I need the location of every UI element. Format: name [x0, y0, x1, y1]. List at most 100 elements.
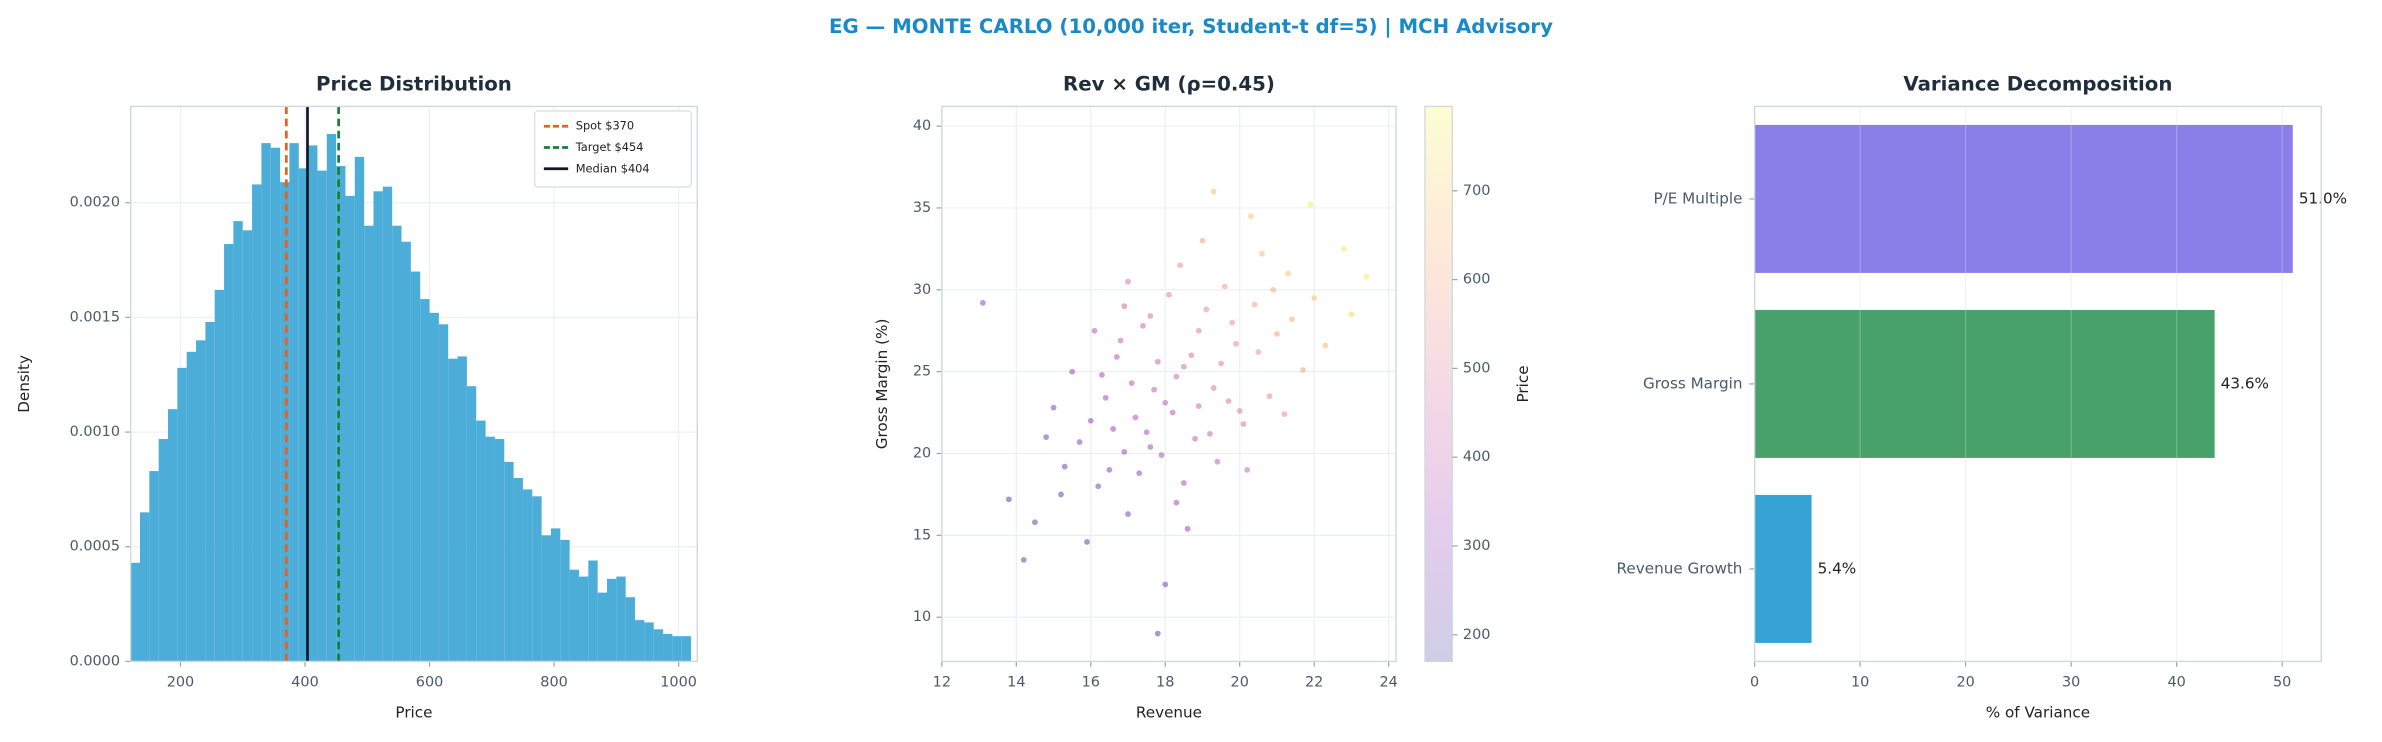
scatter-point — [1229, 319, 1236, 326]
legend-label: Median $404 — [576, 161, 650, 175]
scatter-point — [1199, 237, 1206, 244]
scatter-point — [1177, 262, 1184, 269]
scatter-point — [1195, 403, 1202, 409]
scatter-point — [1140, 322, 1146, 329]
x-tick-label: 20 — [1956, 675, 1974, 691]
colorbar-tick-label: 600 — [1463, 272, 1491, 288]
legend-label: Spot $370 — [576, 119, 634, 133]
histogram-bar — [532, 496, 542, 662]
histogram-bar — [663, 633, 673, 662]
colorbar-frame — [1424, 105, 1453, 663]
y-tick-label: 20 — [913, 445, 931, 461]
x-tick-label: 10 — [1851, 675, 1869, 691]
bar — [1754, 494, 1812, 643]
scatter-point — [1069, 368, 1076, 375]
scatter-point — [1251, 301, 1258, 308]
histogram-bar — [308, 145, 318, 662]
scatter-point — [1348, 311, 1355, 318]
scatter-point — [1173, 373, 1180, 380]
colorbar-tick-label: 200 — [1463, 627, 1491, 643]
colorbar-label: Price — [1514, 365, 1532, 402]
scatter-point — [1121, 448, 1128, 455]
scatter-point — [1240, 421, 1247, 427]
scatter-point — [1221, 283, 1228, 290]
colorbar — [1424, 106, 1453, 662]
scatter-point — [1247, 213, 1254, 220]
scatter-point — [1151, 386, 1157, 393]
x-tick-label: 200 — [167, 675, 195, 691]
scatter-point — [1143, 429, 1150, 436]
histogram-bar — [644, 622, 654, 662]
scatter-point — [1166, 291, 1172, 298]
scatter-point — [1087, 417, 1094, 424]
y-tick-label: 0.0005 — [70, 539, 120, 555]
scatter-point — [979, 299, 986, 306]
histogram-bar — [354, 156, 365, 662]
histogram-bar — [681, 636, 692, 662]
scatter-point — [1210, 188, 1217, 195]
colorbar-tick-label: 700 — [1463, 183, 1491, 199]
scatter-point — [1255, 349, 1262, 355]
scatter-point — [1058, 491, 1064, 498]
scatter-point — [1102, 394, 1109, 401]
scatter-point — [1288, 316, 1295, 323]
scatter-point — [1210, 385, 1217, 391]
histogram-bar — [438, 324, 449, 662]
colorbar-tick-label: 300 — [1463, 538, 1491, 554]
figure-title: EG — MONTE CARLO (10,000 iter, Student-t… — [829, 15, 1553, 38]
histogram-bar — [382, 186, 393, 662]
scatter-point — [1180, 480, 1187, 486]
scatter-point — [1173, 499, 1180, 506]
scatter-point — [1192, 435, 1198, 442]
bar — [1754, 124, 2293, 273]
scatter-point — [1125, 278, 1131, 285]
x-tick-label: 0 — [1750, 675, 1759, 691]
histogram-bar — [457, 356, 467, 662]
histogram-bar — [205, 322, 215, 662]
histogram-bar — [410, 271, 421, 662]
x-tick-label: 22 — [1305, 675, 1323, 691]
histogram-bar — [373, 191, 383, 662]
histogram-bar — [224, 244, 234, 662]
scatter-point — [1300, 367, 1306, 373]
y-tick-label: 15 — [913, 527, 931, 543]
scatter-point — [1162, 399, 1169, 406]
scatter-point — [1106, 466, 1113, 473]
scatter-point — [1136, 470, 1143, 477]
chart-title: Price Distribution — [316, 73, 512, 96]
y-tick-label: 40 — [913, 118, 931, 134]
x-axis-label: % of Variance — [1986, 704, 2090, 722]
scatter-point — [1005, 496, 1012, 503]
histogram-bar — [550, 528, 561, 662]
histogram-bar — [298, 168, 309, 662]
histogram-bar — [233, 221, 243, 662]
y-axis-label: Density — [15, 355, 33, 413]
scatter-point — [1203, 306, 1210, 313]
x-tick-label: 800 — [540, 675, 568, 691]
scatter-point — [1184, 525, 1191, 532]
histogram-bar — [504, 461, 514, 662]
histogram-bar — [420, 299, 430, 662]
histogram-bar — [130, 562, 140, 662]
scatter-point — [1274, 331, 1280, 337]
scatter-point — [1281, 411, 1288, 418]
scatter-point — [1113, 354, 1120, 360]
axes-frame — [941, 105, 1397, 663]
histogram-bar — [364, 225, 374, 662]
x-tick-label: 20 — [1231, 675, 1249, 691]
histogram-bar — [149, 471, 159, 662]
y-tick-label: 0.0020 — [70, 195, 120, 211]
scatter-point — [1311, 295, 1318, 301]
scatter-point — [1259, 250, 1265, 257]
histogram-bar — [513, 477, 523, 662]
axes-frame — [1753, 105, 2322, 663]
scatter-point — [1233, 340, 1239, 347]
histogram-bar — [560, 539, 570, 662]
x-tick-label: 600 — [416, 675, 444, 691]
histogram-bar — [653, 629, 664, 662]
histogram-bar — [168, 409, 178, 662]
histogram-bar — [569, 569, 579, 662]
scatter-point — [1147, 313, 1154, 319]
histogram-bar — [242, 230, 253, 662]
